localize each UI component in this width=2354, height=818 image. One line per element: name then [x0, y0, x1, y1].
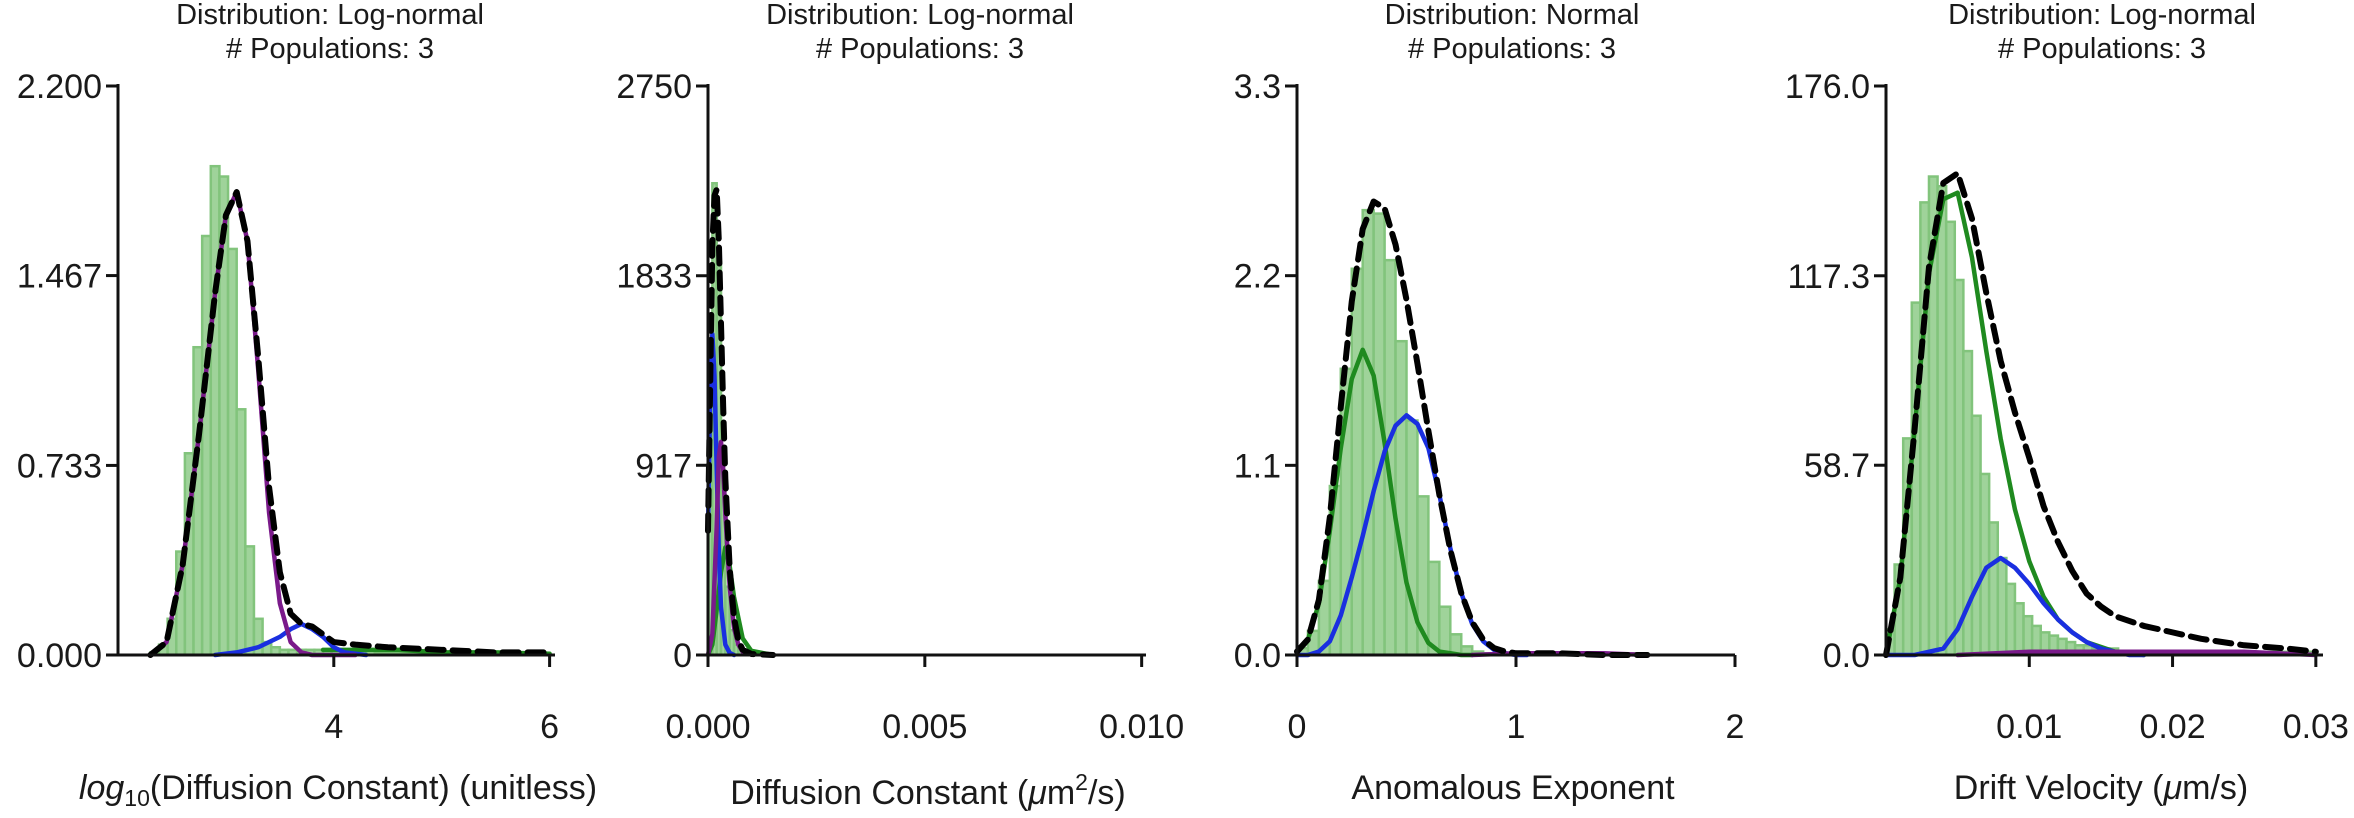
histogram-bar — [209, 164, 221, 657]
histogram-bar — [1953, 278, 1965, 657]
histogram-bar — [226, 247, 238, 657]
histogram-bar — [1394, 339, 1408, 657]
x-tick-label: 6 — [540, 708, 559, 746]
panel-2-xlabel: Diffusion Constant (μm2/s) — [730, 769, 1126, 812]
y-tick-label: 2.200 — [17, 68, 102, 106]
panel-4-title: Distribution: Log-normal — [1948, 0, 2256, 31]
total-fit-line — [147, 189, 553, 658]
y-tick-label: 0 — [673, 637, 692, 675]
x-tick-label: 2 — [1726, 708, 1745, 746]
panel-4-xlabel-pre: Drift Velocity ( — [1954, 769, 2164, 807]
panel-1-title: Distribution: Log-normal — [176, 0, 484, 31]
panel-2-title: Distribution: Log-normal — [766, 0, 1074, 31]
y-tick-label: 58.7 — [1804, 447, 1870, 485]
total-fit-line — [1883, 170, 2319, 658]
panel-2-xlabel-mu: μ — [1027, 774, 1047, 812]
y-tick-label: 917 — [635, 447, 692, 485]
histogram-bar — [1996, 556, 2008, 657]
y-tick-label: 3.3 — [1234, 68, 1281, 106]
panel-3-xlabel: Anomalous Exponent — [1351, 769, 1675, 807]
panel-4-subtitle: # Populations: 3 — [1998, 33, 2206, 65]
histogram-bar — [1987, 521, 2000, 657]
histogram-bar — [200, 234, 213, 657]
total-fit-line — [1294, 198, 1651, 658]
x-tick-label: 0.010 — [1099, 708, 1184, 746]
x-tick-label: 0.000 — [665, 708, 750, 746]
panel-1-xlabel-sub: 10 — [124, 785, 150, 811]
histogram-bar — [235, 408, 247, 657]
x-tick-label: 0.005 — [882, 708, 967, 746]
y-tick-label: 0.0 — [1823, 637, 1870, 675]
panel-2-subtitle: # Populations: 3 — [816, 33, 1024, 65]
panel-4-plot-area: 0.0 58.7 117.3 176.0 0.01 0.02 0.03 — [1785, 68, 2349, 746]
panel-4-xlabel: Drift Velocity (μm/s) — [1954, 769, 2248, 807]
histogram-bar — [1970, 414, 1982, 657]
x-tick-label: 0.01 — [1996, 708, 2062, 746]
x-tick-label: 1 — [1507, 708, 1526, 746]
histogram-bar — [2005, 582, 2017, 657]
histogram-bar — [2013, 602, 2025, 657]
panel-3-plot-area: 0.0 1.1 2.2 3.3 0 1 2 — [1234, 68, 1745, 746]
y-tick-label: 1.1 — [1234, 447, 1281, 485]
panel-3-subtitle: # Populations: 3 — [1408, 33, 1616, 65]
x-tick-label: 0 — [1288, 708, 1307, 746]
y-tick-label: 1833 — [616, 258, 692, 296]
panel-1-plot-area: 0.000 0.733 1.467 2.200 4 6 — [17, 68, 559, 746]
x-tick-label: 4 — [324, 708, 343, 746]
panel-1-subtitle: # Populations: 3 — [226, 33, 434, 65]
panel-4: Distribution: Log-normal # Populations: … — [1785, 0, 2349, 807]
panel-3: Distribution: Normal # Populations: 3 0.… — [1234, 0, 1745, 807]
panel-1: Distribution: Log-normal # Populations: … — [17, 0, 597, 811]
panel-2-xlabel-post: /s) — [1088, 774, 1126, 812]
panel-2-plot-area: 0 917 1833 2750 0.000 0.005 0.010 — [616, 68, 1184, 746]
y-tick-label: 1.467 — [17, 258, 102, 296]
histogram-bar — [2022, 614, 2034, 657]
y-tick-label: 0.733 — [17, 447, 102, 485]
panel-2-xlabel-m: m — [1047, 774, 1075, 812]
panel-2-xlabel-pre: Diffusion Constant ( — [730, 774, 1029, 812]
y-tick-label: 0.0 — [1234, 637, 1281, 675]
histogram-bar — [1350, 267, 1364, 657]
y-tick-label: 2750 — [616, 68, 692, 106]
histogram-bar — [192, 345, 204, 657]
total-fit-line — [705, 186, 777, 658]
y-tick-label: 176.0 — [1785, 68, 1870, 106]
panel-1-xlabel-rest: (Diffusion Constant) (unitless) — [150, 769, 597, 807]
panel-1-xlabel-log: log — [79, 769, 124, 807]
panel-4-xlabel-mu: μ — [2162, 769, 2182, 807]
histogram-bar — [244, 545, 256, 657]
y-tick-label: 2.2 — [1234, 258, 1281, 296]
panel-4-xlabel-post: m/s) — [2182, 769, 2248, 807]
panel-2: Distribution: Log-normal # Populations: … — [616, 0, 1184, 812]
panel-2-xlabel-sup: 2 — [1075, 769, 1088, 795]
panel-3-title: Distribution: Normal — [1385, 0, 1640, 31]
x-tick-label: 0.03 — [2283, 708, 2349, 746]
y-tick-label: 117.3 — [1787, 258, 1870, 296]
component-line-purple — [1955, 649, 2319, 658]
panel-1-xlabel: log10(Diffusion Constant) (unitless) — [79, 769, 597, 811]
histogram-bar — [1438, 605, 1452, 657]
histogram-bar — [1361, 208, 1375, 657]
histogram-bar — [1427, 560, 1441, 657]
y-tick-label: 0.000 — [17, 637, 102, 675]
histogram-bar — [1936, 184, 1948, 657]
x-tick-label: 0.02 — [2139, 708, 2205, 746]
histogram-bar — [1944, 220, 1957, 657]
